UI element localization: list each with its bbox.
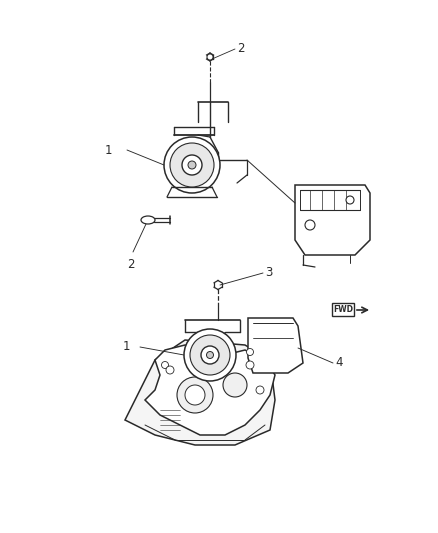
Circle shape: [190, 335, 230, 375]
Circle shape: [247, 349, 254, 356]
Circle shape: [305, 220, 315, 230]
Circle shape: [346, 196, 354, 204]
FancyBboxPatch shape: [332, 303, 354, 316]
Circle shape: [170, 143, 214, 187]
Circle shape: [207, 54, 213, 60]
Text: 3: 3: [265, 265, 272, 279]
Polygon shape: [295, 185, 370, 255]
Circle shape: [206, 351, 213, 359]
Circle shape: [166, 366, 174, 374]
Polygon shape: [248, 318, 303, 373]
Circle shape: [256, 386, 264, 394]
Circle shape: [212, 342, 219, 349]
Circle shape: [188, 161, 196, 169]
Circle shape: [246, 361, 254, 369]
Ellipse shape: [141, 216, 155, 224]
Text: 2: 2: [237, 42, 244, 54]
Circle shape: [162, 361, 169, 368]
Circle shape: [185, 385, 205, 405]
Circle shape: [164, 137, 220, 193]
Polygon shape: [145, 345, 275, 435]
Polygon shape: [125, 340, 275, 445]
Text: 4: 4: [335, 357, 343, 369]
Text: FWD: FWD: [333, 305, 353, 314]
Circle shape: [177, 377, 213, 413]
Circle shape: [201, 351, 209, 359]
Text: 2: 2: [127, 258, 135, 271]
Circle shape: [223, 373, 247, 397]
Circle shape: [184, 329, 236, 381]
Text: 1: 1: [105, 143, 112, 157]
Circle shape: [182, 155, 202, 175]
Text: 1: 1: [123, 341, 130, 353]
Circle shape: [201, 346, 219, 364]
